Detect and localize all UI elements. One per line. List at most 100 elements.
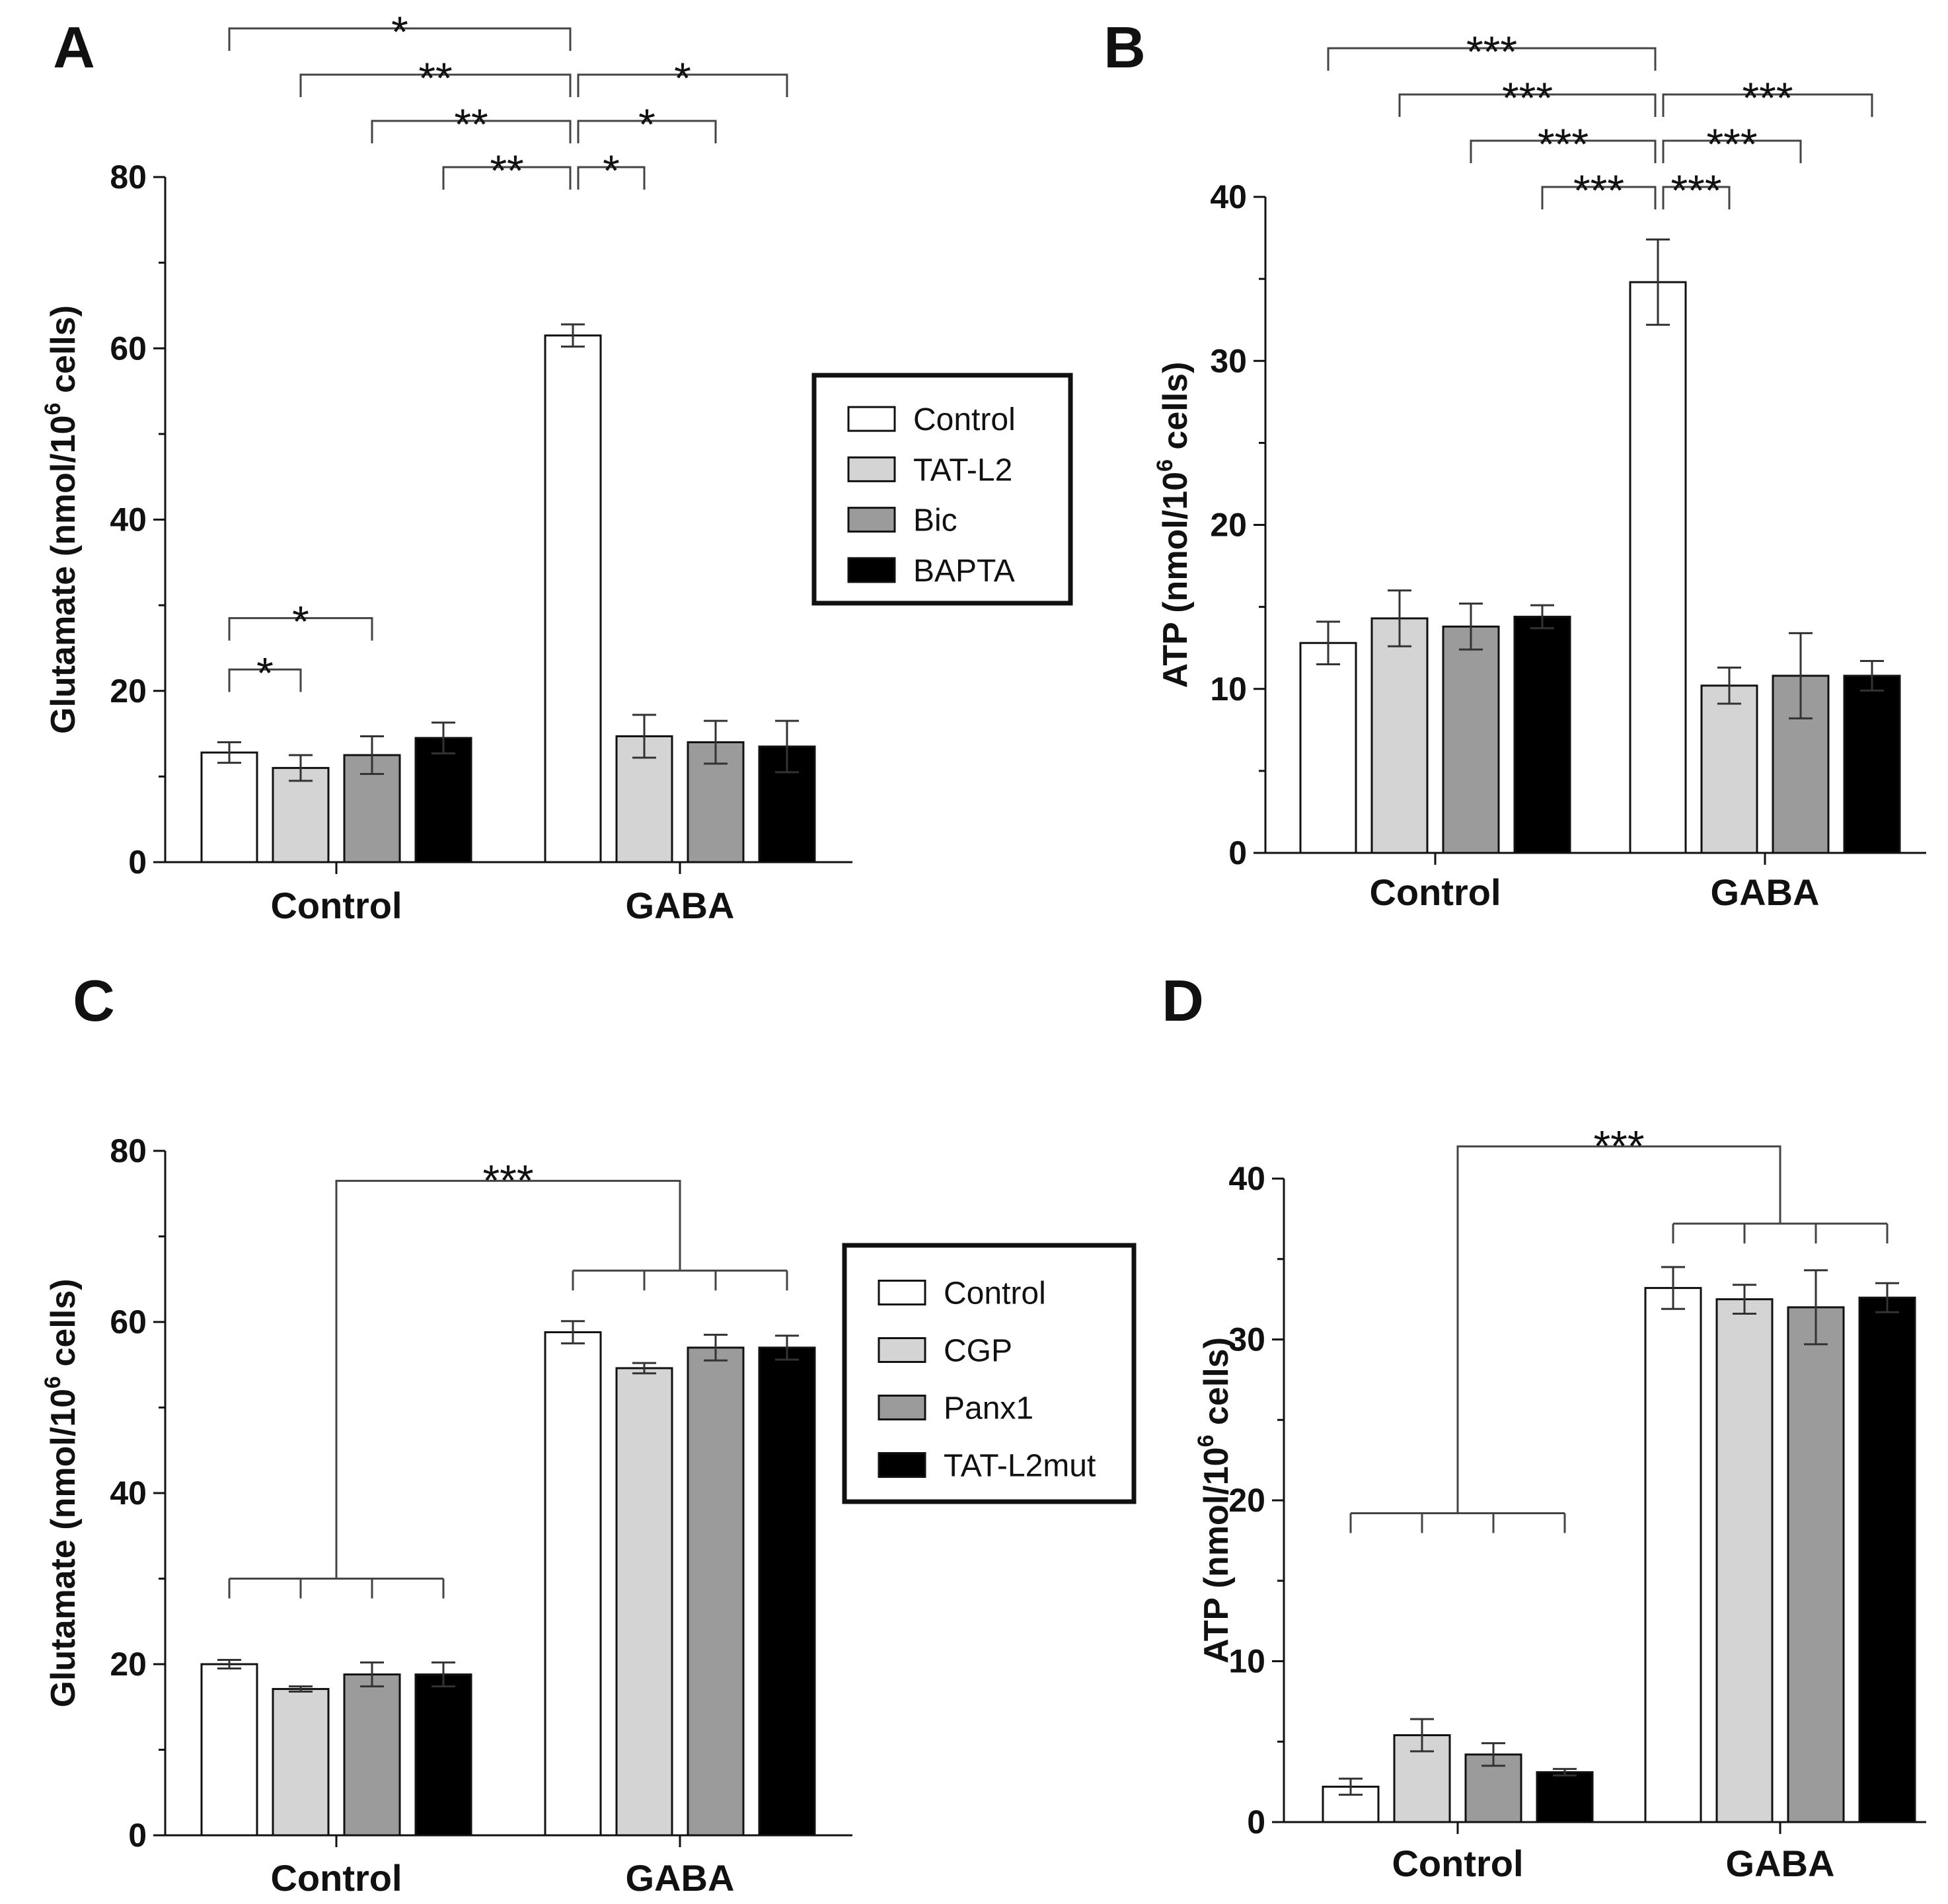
- legend-swatch: [878, 1280, 926, 1305]
- y-tick-label: 0: [1228, 834, 1247, 871]
- category-label: GABA: [626, 885, 735, 926]
- bar: [343, 1673, 401, 1837]
- significance-label: *: [391, 7, 408, 56]
- bar: [1715, 1298, 1774, 1823]
- y-tick-label: 20: [1228, 1482, 1265, 1519]
- bar: [1299, 641, 1357, 854]
- bar: [687, 741, 745, 863]
- bar: [200, 751, 258, 863]
- y-tick-label: 40: [1210, 178, 1247, 215]
- significance-bracket: [228, 668, 302, 692]
- bar: [615, 1367, 673, 1837]
- legend-label: TAT-L2mut: [944, 1449, 1096, 1484]
- y-tick-label: 40: [1228, 1160, 1265, 1197]
- bar: [1843, 675, 1901, 854]
- bar: [1370, 617, 1429, 854]
- legend-swatch: [847, 456, 896, 482]
- y-tick-label: 20: [1210, 507, 1247, 544]
- significance-label: ***: [1573, 166, 1624, 215]
- significance-bracket: [299, 73, 572, 97]
- significance-label: *: [256, 648, 274, 697]
- legend: Control CGP Panx1 TAT-L2mut: [842, 1243, 1137, 1504]
- significance-label: ***: [1742, 73, 1793, 122]
- significance-bracket: [1662, 139, 1802, 163]
- y-tick-label: 0: [1247, 1804, 1265, 1841]
- bar: [272, 1688, 330, 1837]
- significance-bracket: [1541, 186, 1657, 209]
- legend-label: BAPTA: [913, 554, 1015, 589]
- category-label: Control: [270, 1857, 402, 1899]
- y-tick-label: 80: [110, 1132, 147, 1169]
- bar: [758, 1346, 816, 1837]
- y-tick-label: 0: [128, 844, 147, 881]
- y-tick-label: 20: [110, 673, 147, 710]
- bar: [414, 1673, 472, 1837]
- y-tick-label: 80: [110, 159, 147, 196]
- bar: [1536, 1771, 1594, 1823]
- y-tick-label: 40: [110, 501, 147, 538]
- significance-bracket: [1662, 93, 1873, 117]
- panel-letter: C: [73, 968, 115, 1033]
- bar: [1772, 675, 1830, 854]
- y-tick-label: 60: [110, 330, 147, 367]
- panel-letter: B: [1104, 15, 1146, 80]
- bar: [1442, 625, 1500, 854]
- significance-label: ***: [1670, 166, 1721, 215]
- y-tick-label: 0: [128, 1817, 147, 1854]
- bar: [272, 766, 330, 863]
- significance-label: **: [454, 100, 488, 149]
- significance-bracket: [1398, 93, 1657, 117]
- significance-label: ***: [1466, 27, 1517, 76]
- significance-label: ***: [482, 1155, 533, 1204]
- panel-d: D 0 10 20 30 40 ATP (nmol/106 cells) Control GAB…: [1162, 968, 1926, 1884]
- category-label: Control: [270, 885, 402, 926]
- legend-swatch: [847, 507, 896, 533]
- significance-label: *: [603, 146, 620, 195]
- legend-label: TAT-L2: [913, 453, 1012, 488]
- significance-label: *: [292, 597, 309, 646]
- y-axis-label: ATP (nmol/106 cells): [1152, 362, 1195, 688]
- significance-label: **: [490, 146, 523, 195]
- y-tick-label: 30: [1228, 1321, 1265, 1358]
- significance-label: **: [418, 54, 452, 102]
- y-axis-label: Glutamate (nmol/106 cells): [40, 1279, 83, 1708]
- category-label: GABA: [1726, 1843, 1835, 1884]
- significance-label: *: [638, 100, 656, 149]
- bar: [1700, 684, 1758, 854]
- legend-label: CGP: [944, 1334, 1012, 1369]
- significance-label: *: [674, 54, 691, 102]
- category-label: GABA: [1711, 871, 1820, 913]
- significance-bracket: [228, 27, 572, 51]
- significance-label: ***: [1706, 120, 1757, 168]
- legend-label: Control: [944, 1276, 1046, 1311]
- significance-bracket: [1662, 186, 1731, 209]
- group-comparison-bracket: [335, 1179, 681, 1579]
- y-tick-label: 60: [110, 1303, 147, 1340]
- y-tick-label: 10: [1210, 671, 1247, 708]
- y-tick-label: 40: [110, 1475, 147, 1512]
- bar: [1787, 1306, 1845, 1823]
- bar: [544, 1331, 602, 1837]
- category-label: GABA: [626, 1857, 735, 1899]
- category-label: Control: [1392, 1843, 1523, 1884]
- legend-swatch: [847, 557, 896, 583]
- significance-bracket: [1470, 139, 1657, 163]
- panel-letter: D: [1162, 968, 1204, 1033]
- legend-label: Control: [913, 402, 1016, 437]
- significance-bracket: [577, 120, 717, 143]
- panel-a: A 0 20 40 60 80 Glutamate (nmol/106 cells) Cont…: [40, 7, 1073, 926]
- legend-label: Bic: [913, 503, 957, 538]
- legend-label: Panx1: [944, 1391, 1033, 1426]
- legend-swatch: [847, 406, 896, 432]
- y-axis-label: ATP (nmol/106 cells): [1193, 1337, 1236, 1664]
- significance-label: ***: [1502, 73, 1553, 122]
- significance-bracket: [371, 120, 572, 143]
- significance-bracket: [442, 166, 572, 190]
- legend: Control TAT-L2 Bic BAPTA: [811, 373, 1073, 606]
- legend-swatch: [878, 1452, 926, 1478]
- panel-c: C 0 20 40 60 80 Glutamate (nmol/106 cells) Cont…: [40, 968, 1137, 1899]
- bar: [1629, 281, 1687, 854]
- significance-bracket: [577, 166, 646, 190]
